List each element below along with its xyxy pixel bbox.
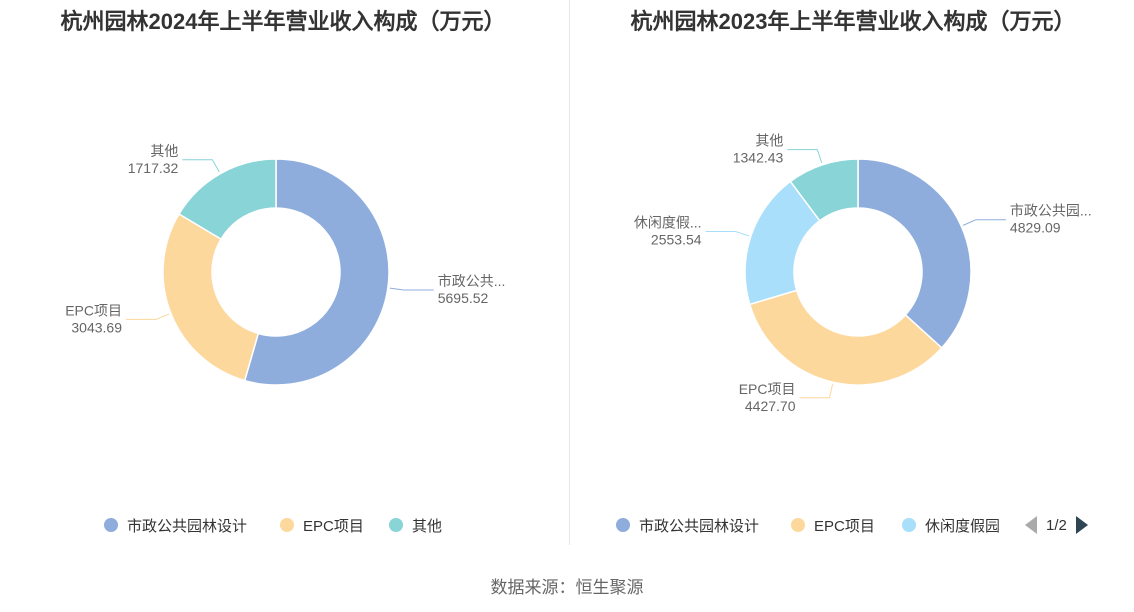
panel-divider: [569, 0, 570, 545]
legend-dot-resort: [902, 518, 916, 532]
leader-line-other: [787, 149, 823, 164]
pager-next-icon[interactable]: [1075, 515, 1089, 535]
legend-item-municipal[interactable]: 市政公共园林设计: [104, 512, 247, 538]
chart-2024-legend: 市政公共园林设计 EPC项目 其他: [0, 512, 566, 538]
slice-label-other: 其他: [755, 133, 783, 149]
legend-label-resort: 休闲度假园: [925, 517, 1001, 535]
leader-line-municipal: [389, 287, 434, 291]
slice-label-municipal: 市政公共...: [438, 273, 506, 289]
slice-value-other: 1717.32: [128, 160, 179, 176]
slice-label-other: 其他: [150, 143, 178, 159]
chart-2023-title: 杭州园林2023年上半年营业收入构成（万元）: [630, 9, 1076, 34]
slice-value-municipal: 5695.52: [438, 290, 489, 306]
legend-label-municipal: 市政公共园林设计: [639, 517, 760, 535]
slice-label-epc: EPC项目: [739, 381, 796, 397]
pager-prev-icon[interactable]: [1024, 515, 1038, 535]
legend-pager: 1/2: [1024, 512, 1089, 538]
pager-text: 1/2: [1046, 516, 1067, 534]
legend-dot-other: [389, 518, 403, 532]
leader-line-resort: [705, 230, 749, 237]
legend-label-municipal: 市政公共园林设计: [127, 517, 248, 535]
chart-2024-panel: 杭州园林2024年上半年营业收入构成（万元） 市政公共... 5695.52 EPC…: [0, 0, 566, 545]
legend-dot-epc: [791, 518, 805, 532]
leader-line-municipal: [962, 219, 1006, 226]
leader-line-epc: [125, 313, 170, 320]
slice-label-resort: 休闲度假...: [634, 214, 702, 230]
donut-segment-municipal[interactable]: [857, 158, 972, 349]
slice-label-municipal: 市政公共园...: [1010, 203, 1092, 219]
legend-item-epc[interactable]: EPC项目: [791, 512, 875, 538]
legend-item-epc[interactable]: EPC项目: [280, 512, 364, 538]
legend-dot-municipal: [616, 518, 630, 532]
slice-value-municipal: 4829.09: [1010, 220, 1061, 236]
chart-2023-legend: 市政公共园林设计 EPC项目 休闲度假园 1/2: [572, 512, 1134, 538]
legend-label-epc: EPC项目: [814, 517, 875, 535]
donut-segment-epc[interactable]: [748, 289, 943, 386]
legend-dot-municipal: [104, 518, 118, 532]
slice-value-other: 1342.43: [733, 150, 784, 166]
legend-dot-epc: [280, 518, 294, 532]
legend-label-epc: EPC项目: [303, 517, 364, 535]
donut-segment-municipal[interactable]: [243, 158, 390, 386]
chart-2023-panel: 杭州园林2023年上半年营业收入构成（万元） 市政公共园... 4829.09 EP…: [572, 0, 1134, 545]
legend-item-resort[interactable]: 休闲度假园: [902, 512, 1014, 538]
leader-line-other: [182, 159, 220, 173]
donut-segment-epc[interactable]: [162, 212, 260, 382]
donut-segment-other[interactable]: [789, 158, 859, 222]
data-source-footer: 数据来源：恒生聚源: [490, 578, 644, 597]
slice-label-epc: EPC项目: [65, 302, 122, 318]
slice-value-resort: 2553.54: [651, 231, 702, 247]
chart-2024-title: 杭州园林2024年上半年营业收入构成（万元）: [60, 9, 506, 34]
leader-line-epc: [799, 384, 834, 399]
legend-item-municipal[interactable]: 市政公共园林设计: [616, 512, 759, 538]
legend-label-other: 其他: [412, 517, 443, 535]
slice-value-epc: 3043.69: [71, 319, 122, 335]
legend-overflow-fade: [996, 512, 1014, 538]
legend-item-other[interactable]: 其他: [389, 512, 442, 538]
donut-segment-other[interactable]: [177, 158, 277, 241]
slice-value-epc: 4427.70: [745, 398, 796, 414]
